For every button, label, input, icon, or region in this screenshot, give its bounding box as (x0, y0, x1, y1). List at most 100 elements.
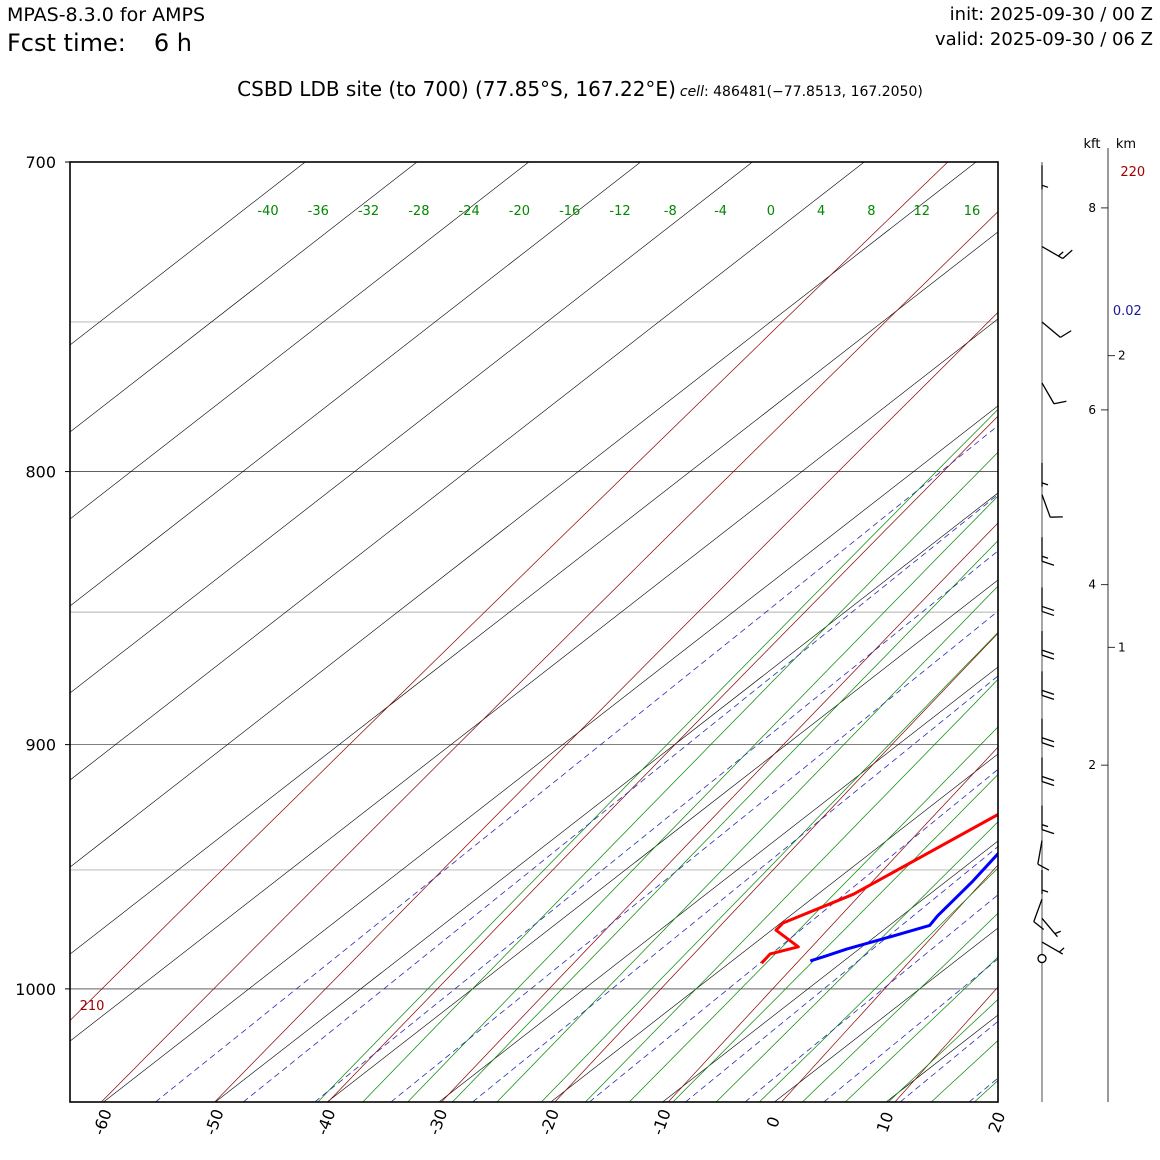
isotherm (997, 1101, 998, 1102)
barb-flag (1041, 775, 1055, 782)
isotherm (103, 405, 998, 1102)
wind-barb (1041, 537, 1055, 566)
temperature-profile (760, 812, 998, 965)
cell-label: cell (679, 84, 704, 100)
moist-adiabat (541, 631, 998, 1102)
moist-adiabat (629, 726, 998, 1102)
wind-barb (1041, 245, 1073, 260)
height-axis: kft km 8 6 4 2 2 1 (1084, 137, 1136, 1102)
isotherm (438, 666, 998, 1102)
wind-barb (1041, 671, 1055, 700)
wind-barb (1041, 494, 1063, 518)
isotherm (70, 162, 418, 433)
wind-barb (1041, 869, 1049, 894)
dry-adiabat (894, 986, 998, 1102)
moist-adiabat (888, 998, 998, 1102)
moist-adiabat (496, 585, 998, 1102)
moist-adiabat-label: -32 (358, 204, 379, 219)
isotherm (662, 840, 998, 1102)
mixing-ratio-line (472, 675, 998, 1102)
mixing-ratio-line (589, 768, 998, 1102)
pressure-tick-label: 900 (25, 736, 56, 755)
moist-adiabat-label: -12 (609, 204, 630, 219)
dry-adiabat (327, 415, 998, 1102)
dry-adiabat (1008, 162, 1160, 1102)
moist-adiabat-label: -40 (257, 204, 278, 219)
wind-barb (1041, 718, 1055, 748)
moist-adiabat (1105, 145, 1160, 1102)
moist-adiabat-label: -16 (559, 204, 580, 219)
dry-adiabat (1122, 162, 1160, 1102)
moist-adiabat (715, 821, 998, 1102)
moist-adiabat (585, 678, 998, 1102)
temperature-tick-label: 10 (873, 1109, 898, 1135)
dewpoint-profile (809, 851, 998, 963)
barb-flag (1041, 605, 1055, 612)
barb-half-flag (1058, 947, 1065, 953)
barb-flag (1041, 742, 1055, 748)
dry-adiabat (667, 746, 998, 1102)
moist-adiabat (317, 408, 998, 1102)
cell-value: : 486481(−77.8513, 167.2050) (703, 84, 923, 100)
mixing-ratio-line (685, 846, 998, 1102)
km-tick-label: 1 (1118, 640, 1126, 654)
mixing-ratio-line (155, 425, 998, 1102)
wind-barb (1033, 898, 1045, 930)
mixing-ratio-line (1060, 322, 1160, 1102)
mixing-ratio-line (243, 494, 998, 1102)
moist-adiabat (845, 956, 998, 1102)
pressure-tick-label: 700 (25, 153, 56, 172)
dry-adiabat (70, 162, 949, 1022)
pressure-tick-label: 800 (25, 463, 56, 482)
wind-barb (1041, 462, 1049, 487)
barb-half-flag (1058, 251, 1064, 257)
background-grid (70, 145, 1160, 1102)
barb-flag (1041, 689, 1055, 695)
isotherm (326, 579, 998, 1102)
moist-adiabat (407, 495, 998, 1102)
barb-half-flag (1041, 482, 1049, 486)
mixing-ratio-line (744, 894, 998, 1102)
wind-barb (1041, 917, 1061, 938)
temperature-tick-label: -30 (424, 1107, 451, 1138)
init-time: init: 2025-09-30 / 00 Z (949, 4, 1153, 25)
kft-tick-label: 2 (1088, 758, 1096, 772)
kft-tick-label: 8 (1088, 201, 1096, 215)
isotherm (70, 162, 641, 607)
moist-adiabat-label: -28 (408, 204, 429, 219)
kft-tick-label: 6 (1088, 403, 1096, 417)
moist-adiabat (802, 912, 998, 1102)
wind-barb (1041, 587, 1055, 617)
isotherm (70, 162, 753, 694)
moist-adiabat-label: 0 (767, 204, 775, 219)
temperature-tick-label: -60 (89, 1107, 116, 1138)
barb-flag (1041, 610, 1055, 617)
moist-adiabat (452, 540, 998, 1102)
barb-staff (1041, 245, 1064, 260)
isotherm (70, 162, 977, 868)
dry-adiabat-label: 210 (80, 999, 105, 1014)
barb-flag (1041, 829, 1055, 835)
isotherm (70, 162, 306, 346)
barb-half-flag (1041, 555, 1049, 559)
barb-flag (1041, 560, 1055, 566)
barb-flag (1041, 737, 1055, 743)
moist-adiabat-label: -24 (459, 204, 480, 219)
barb-flag (1041, 694, 1055, 700)
barb-staff (1041, 382, 1055, 405)
pressure-tick-label: 1000 (15, 980, 56, 999)
temperature-tick-label: -50 (201, 1107, 228, 1138)
km-label: km (1116, 137, 1136, 152)
wind-barb (1041, 382, 1067, 405)
barb-flag (1033, 921, 1045, 930)
isotherm (70, 162, 529, 520)
moist-adiabat-label: 8 (867, 204, 875, 219)
temperature-tick-label: -20 (536, 1107, 563, 1138)
forecast-time: Fcst time: 6 h (7, 29, 192, 57)
moist-adiabat-label: 4 (817, 204, 825, 219)
model-label: MPAS-8.3.0 for AMPS (7, 4, 206, 26)
valid-time: valid: 2025-09-30 / 06 Z (935, 29, 1153, 50)
dry-adiabat (554, 632, 998, 1102)
temperature-tick-label: 20 (984, 1109, 1009, 1135)
isotherm (70, 318, 998, 1042)
